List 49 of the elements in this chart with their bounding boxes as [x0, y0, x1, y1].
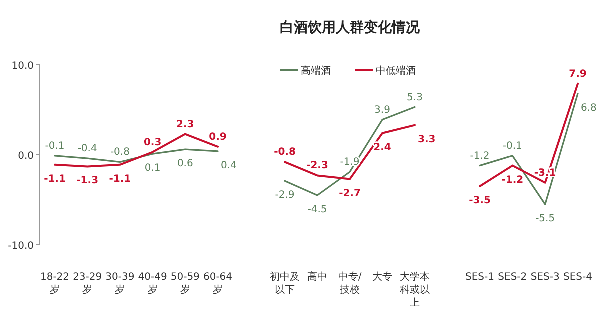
- x-tick-label: 60-64岁: [203, 272, 233, 296]
- data-label: 2.4: [374, 142, 392, 154]
- data-label: -0.8: [110, 147, 130, 158]
- data-label: -0.1: [45, 140, 65, 152]
- data-label: -1.1: [109, 174, 132, 185]
- data-label: -2.9: [275, 190, 295, 202]
- x-tick-label: SES-1: [466, 272, 494, 283]
- data-label: 2.3: [176, 119, 194, 130]
- data-label: 7.9: [569, 68, 587, 80]
- x-tick-label: 大学本科或以上: [400, 271, 430, 309]
- x-tick-label: 18-22岁: [40, 272, 70, 296]
- data-label: -1.3: [76, 176, 99, 187]
- x-tick-label: 23-29岁: [73, 272, 102, 296]
- data-label: 5.3: [407, 92, 423, 104]
- x-tick-label: 30-39岁: [106, 272, 135, 296]
- data-label: 6.8: [581, 102, 597, 114]
- x-tick-label: SES-4: [564, 272, 592, 283]
- data-label: -2.7: [339, 188, 361, 200]
- data-label: -3.5: [469, 196, 491, 206]
- y-tick-label: -10.0: [8, 241, 34, 252]
- data-label: -2.3: [306, 160, 328, 172]
- x-tick-label: SES-3: [530, 272, 560, 283]
- x-tick-label: 中专/技校: [338, 271, 362, 296]
- data-label: 0.6: [177, 158, 194, 170]
- data-label: 3.9: [374, 104, 390, 116]
- data-label: -1.2: [502, 174, 524, 186]
- data-label: 3.3: [418, 134, 436, 146]
- data-label: 0.4: [221, 160, 237, 172]
- data-label: -0.4: [78, 144, 98, 155]
- x-tick-label: 高中: [308, 271, 328, 283]
- data-label: 0.1: [144, 163, 161, 174]
- legend-label: 高端酒: [301, 65, 331, 77]
- data-label: -0.1: [502, 140, 522, 152]
- legend-label: 中低端酒: [376, 65, 416, 77]
- chart-title: 白酒饮用人群变化情况: [280, 19, 421, 36]
- data-label: -1.2: [470, 150, 490, 162]
- x-tick-label: 大专: [372, 271, 392, 283]
- x-tick-label: SES-2: [498, 272, 528, 283]
- y-tick-label: 10.0: [12, 61, 34, 72]
- data-label: -4.5: [308, 204, 328, 216]
- x-tick-label: 40-49岁: [138, 272, 168, 296]
- data-label: -5.5: [536, 214, 556, 224]
- data-label: 0.3: [144, 137, 162, 148]
- data-label: 0.9: [209, 132, 227, 143]
- data-label: -0.8: [274, 147, 296, 158]
- x-tick-label: 50-59岁: [170, 272, 200, 296]
- x-tick-label: 初中及以下: [270, 271, 300, 296]
- data-label: -1.1: [44, 174, 66, 185]
- y-tick-label: 0.0: [18, 151, 34, 162]
